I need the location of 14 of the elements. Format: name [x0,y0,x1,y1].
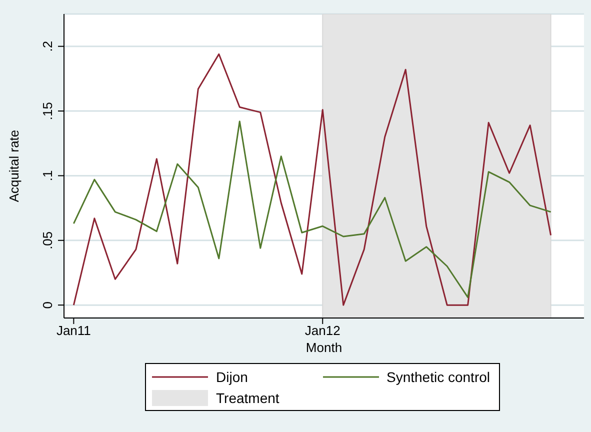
x-tick-label: Jan11 [56,323,91,338]
legend-label: Dijon [216,368,248,384]
y-tick-label: .2 [40,40,55,52]
y-tick-label: .05 [40,231,55,250]
legend-label: Treatment [216,390,280,406]
y-axis-title: Acquital rate [6,130,22,202]
y-tick-label: .1 [40,170,55,182]
line-series [72,53,552,306]
x-tick-label: Jan12 [304,323,340,338]
y-tick-label: 0 [40,301,55,309]
legend-label: Synthetic control [386,368,490,384]
y-tick-label: .15 [40,102,55,120]
line-series [72,120,552,298]
x-axis-title: Month [306,340,342,355]
